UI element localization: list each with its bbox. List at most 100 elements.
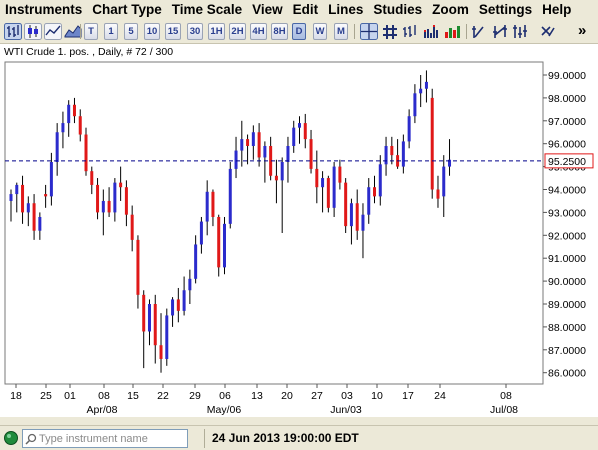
candle-up[interactable] <box>15 184 19 195</box>
toolbar-overflow-button[interactable]: » <box>578 22 587 39</box>
candle-up[interactable] <box>182 290 186 311</box>
candle-up[interactable] <box>188 278 192 291</box>
candle-down[interactable] <box>315 168 319 188</box>
candle-down[interactable] <box>303 123 307 140</box>
candle-up[interactable] <box>240 139 244 151</box>
candle-down[interactable] <box>176 299 180 311</box>
candle-up[interactable] <box>205 191 209 222</box>
candle-down[interactable] <box>430 97 434 190</box>
timeframe-button-30[interactable]: 30 <box>187 23 203 40</box>
timeframe-button-d[interactable]: D <box>292 23 306 40</box>
candle-up[interactable] <box>424 81 428 89</box>
candle-down[interactable] <box>153 304 157 346</box>
candle-up[interactable] <box>442 166 446 197</box>
candle-up[interactable] <box>67 104 71 124</box>
volume-bars-icon[interactable] <box>422 23 440 40</box>
candle-down[interactable] <box>326 178 330 208</box>
candle-up[interactable] <box>280 162 284 181</box>
candle-down[interactable] <box>124 187 128 215</box>
timeframe-button-15[interactable]: 15 <box>165 23 181 40</box>
candle-up[interactable] <box>384 145 388 165</box>
line-chart-icon[interactable] <box>44 23 62 40</box>
candle-down[interactable] <box>142 294 146 332</box>
menu-help[interactable]: Help <box>542 2 572 17</box>
timeframe-button-8h[interactable]: 8H <box>271 23 288 40</box>
candle-down[interactable] <box>436 189 440 199</box>
timeframe-button-1h[interactable]: 1H <box>208 23 225 40</box>
candle-up[interactable] <box>419 88 423 94</box>
candle-up[interactable] <box>199 221 203 245</box>
timeframe-button-t[interactable]: T <box>84 23 98 40</box>
instrument-search-box[interactable] <box>22 429 188 448</box>
area-chart-icon[interactable] <box>64 23 82 40</box>
grid-icon[interactable] <box>381 23 399 40</box>
menu-lines[interactable]: Lines <box>328 2 364 17</box>
candle-up[interactable] <box>298 123 301 128</box>
candle-up[interactable] <box>332 166 336 208</box>
timeframe-button-10[interactable]: 10 <box>144 23 160 40</box>
candle-down[interactable] <box>96 184 100 213</box>
menu-studies[interactable]: Studies <box>373 2 423 17</box>
candle-up[interactable] <box>286 145 290 163</box>
candle-up[interactable] <box>251 132 255 146</box>
candle-up[interactable] <box>361 214 365 231</box>
candle-up[interactable] <box>263 145 267 158</box>
candle-down[interactable] <box>78 116 82 135</box>
timeframe-button-w[interactable]: W <box>313 23 327 40</box>
candle-down[interactable] <box>32 203 36 231</box>
candle-up[interactable] <box>49 162 53 197</box>
timeframe-button-2h[interactable]: 2H <box>229 23 246 40</box>
column-chart-icon[interactable] <box>444 23 462 40</box>
candle-down[interactable] <box>159 345 163 359</box>
candle-up[interactable] <box>171 299 175 316</box>
timeframe-button-m[interactable]: M <box>334 23 348 40</box>
candle-down[interactable] <box>136 239 140 295</box>
menu-time-scale[interactable]: Time Scale <box>171 2 243 17</box>
candle-up[interactable] <box>101 200 105 213</box>
candle-up[interactable] <box>321 178 325 188</box>
candle-down[interactable] <box>90 171 94 185</box>
candle-up[interactable] <box>407 116 411 142</box>
candle-down[interactable] <box>257 132 261 158</box>
timeframe-button-1[interactable]: 1 <box>104 23 118 40</box>
draw-line-up-icon[interactable] <box>470 23 488 40</box>
menu-edit[interactable]: Edit <box>292 2 319 17</box>
candle-up[interactable] <box>194 244 198 279</box>
candle-down[interactable] <box>309 139 313 169</box>
candle-up[interactable] <box>228 168 232 224</box>
menu-instruments[interactable]: Instruments <box>5 2 83 17</box>
candle-down[interactable] <box>130 214 134 240</box>
candle-up[interactable] <box>234 150 238 169</box>
candle-up[interactable] <box>378 164 382 197</box>
candle-down[interactable] <box>338 166 342 183</box>
timeframe-button-4h[interactable]: 4H <box>250 23 267 40</box>
candle-up[interactable] <box>367 187 371 215</box>
candle-down[interactable] <box>274 175 278 181</box>
candle-up[interactable] <box>61 123 65 133</box>
candle-up[interactable] <box>9 194 13 201</box>
candle-up[interactable] <box>401 141 405 167</box>
candle-down[interactable] <box>84 134 88 172</box>
chart-area[interactable]: WTI Crude 1. pos. , Daily, # 72 / 300 99.… <box>0 44 598 417</box>
bar-style-icon[interactable] <box>401 23 419 40</box>
candle-up[interactable] <box>26 203 30 213</box>
candle-up[interactable] <box>413 93 417 117</box>
candle-down[interactable] <box>344 182 348 227</box>
candle-up[interactable] <box>38 216 42 231</box>
candle-up[interactable] <box>55 132 59 163</box>
candle-down[interactable] <box>246 139 250 146</box>
delete-drawing-icon[interactable] <box>539 23 557 40</box>
crosshair-icon[interactable] <box>360 23 378 40</box>
candle-up[interactable] <box>165 315 169 359</box>
menu-chart-type[interactable]: Chart Type <box>92 2 162 17</box>
instrument-search-input[interactable] <box>39 431 185 446</box>
candle-down[interactable] <box>390 145 394 156</box>
candle-down[interactable] <box>44 194 48 197</box>
candle-down[interactable] <box>211 191 215 217</box>
candle-down[interactable] <box>355 203 359 231</box>
candle-down[interactable] <box>269 145 273 176</box>
menu-view[interactable]: View <box>252 2 283 17</box>
menu-settings[interactable]: Settings <box>478 2 533 17</box>
candle-up[interactable] <box>349 203 353 227</box>
draw-channel-icon[interactable] <box>511 23 529 40</box>
